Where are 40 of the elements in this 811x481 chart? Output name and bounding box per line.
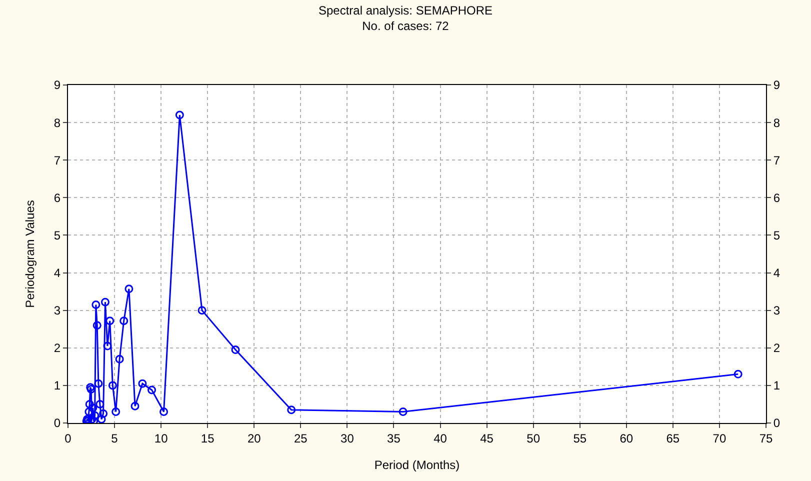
x-tick-label: 30 [340, 431, 354, 446]
x-tick-label: 10 [154, 431, 168, 446]
x-tick-label: 60 [620, 431, 634, 446]
chart-subtitle: No. of cases: 72 [362, 19, 450, 34]
x-tick-label: 65 [666, 431, 680, 446]
y-tick-label: 8 [54, 116, 61, 130]
y2-tick-label: 3 [773, 304, 780, 318]
y2-tick-label: 5 [773, 228, 780, 242]
y-tick-label: 0 [54, 416, 61, 430]
x-axis-title: Period (Months) [374, 458, 460, 472]
y-tick-label: 4 [54, 266, 61, 280]
y2-tick-label: 4 [773, 266, 780, 280]
x-tick-label: 70 [712, 431, 726, 446]
y2-tick-label: 7 [773, 153, 780, 168]
y2-tick-label: 2 [773, 341, 780, 356]
x-tick-label: 20 [247, 431, 262, 446]
y-tick-label: 1 [54, 378, 61, 393]
x-tick-label: 35 [387, 431, 401, 446]
x-tick-label: 25 [294, 431, 308, 446]
x-tick-label: 55 [573, 431, 587, 446]
y2-tick-label: 8 [773, 116, 780, 130]
y2-tick-label: 0 [773, 416, 780, 430]
y-axis-title: Periodogram Values [23, 200, 37, 308]
y-tick-label: 2 [54, 341, 61, 356]
y-tick-label: 5 [54, 228, 61, 242]
y-tick-label: 7 [54, 153, 61, 168]
y-tick-label: 3 [54, 304, 61, 318]
y2-tick-label: 9 [773, 78, 780, 92]
x-tick-label: 75 [759, 431, 773, 446]
x-tick-label: 50 [526, 431, 540, 446]
x-tick-label: 40 [434, 431, 448, 446]
y-tick-label: 6 [54, 190, 61, 205]
y2-tick-label: 6 [773, 190, 780, 205]
x-tick-label: 0 [64, 431, 72, 446]
y2-tick-label: 1 [773, 378, 780, 393]
chart-title: Spectral analysis: SEMAPHORE [318, 3, 493, 18]
x-tick-label: 5 [111, 431, 118, 446]
x-tick-label: 15 [200, 431, 215, 446]
x-tick-label: 45 [480, 431, 494, 446]
y-tick-label: 9 [54, 78, 61, 92]
